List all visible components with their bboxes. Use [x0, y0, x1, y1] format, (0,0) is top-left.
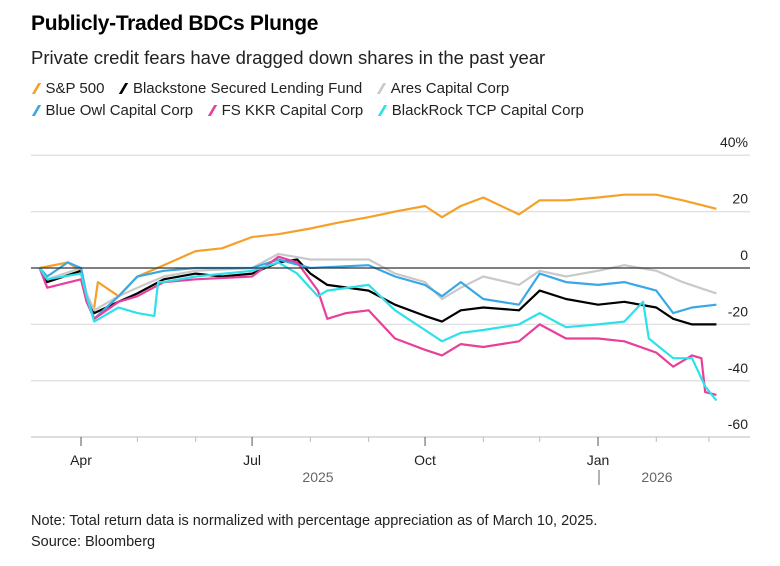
chart-title: Publicly-Traded BDCs Plunge: [31, 12, 319, 35]
chart-subtitle: Private credit fears have dragged down s…: [31, 47, 546, 68]
legend: Blue Owl Capital Corp FS KKR Capital Corp…: [31, 102, 731, 120]
series-line-s-p-500: [39, 193, 717, 309]
legend-label: S&P 500: [45, 80, 105, 97]
source: Source: Bloomberg: [31, 534, 156, 550]
y-tick-label: -60: [728, 416, 748, 432]
legend-item: Blue Owl Capital Corp: [31, 102, 193, 119]
x-year-label: 2026: [641, 469, 672, 485]
x-year-label: 2025: [302, 469, 333, 485]
y-tick-label: 40%: [720, 134, 748, 150]
series-line-ares-capital-corp: [38, 252, 717, 312]
series-line-fs-kkr-capital-corp: [38, 255, 717, 396]
legend-item: S&P 500: [31, 80, 104, 97]
x-tick-label: Oct: [414, 452, 436, 468]
legend: S&P 500 Blackstone Secured Lending Fund Ar…: [31, 80, 731, 98]
y-tick-label: -20: [728, 303, 748, 319]
x-tick-label: Apr: [70, 452, 92, 468]
legend-label: Blue Owl Capital Corp: [45, 102, 194, 119]
series-line-blackrock-tcp-capital-corp: [38, 261, 718, 402]
legend-item: Blackstone Secured Lending Fund: [118, 80, 362, 97]
legend-label: BlackRock TCP Capital Corp: [391, 102, 584, 119]
legend-label: Ares Capital Corp: [390, 80, 510, 97]
x-tick-label: Jul: [243, 452, 261, 468]
legend-label: Blackstone Secured Lending Fund: [132, 80, 363, 97]
legend-label: FS KKR Capital Corp: [221, 102, 364, 119]
legend-item: FS KKR Capital Corp: [207, 102, 363, 119]
legend-item: BlackRock TCP Capital Corp: [377, 102, 584, 119]
y-tick-label: 0: [740, 247, 748, 263]
legend-item: Ares Capital Corp: [376, 80, 509, 97]
footnote: Note: Total return data is normalized wi…: [31, 513, 598, 529]
y-tick-label: -40: [728, 360, 748, 376]
x-tick-label: Jan: [587, 452, 610, 468]
y-tick-label: 20: [732, 191, 748, 207]
